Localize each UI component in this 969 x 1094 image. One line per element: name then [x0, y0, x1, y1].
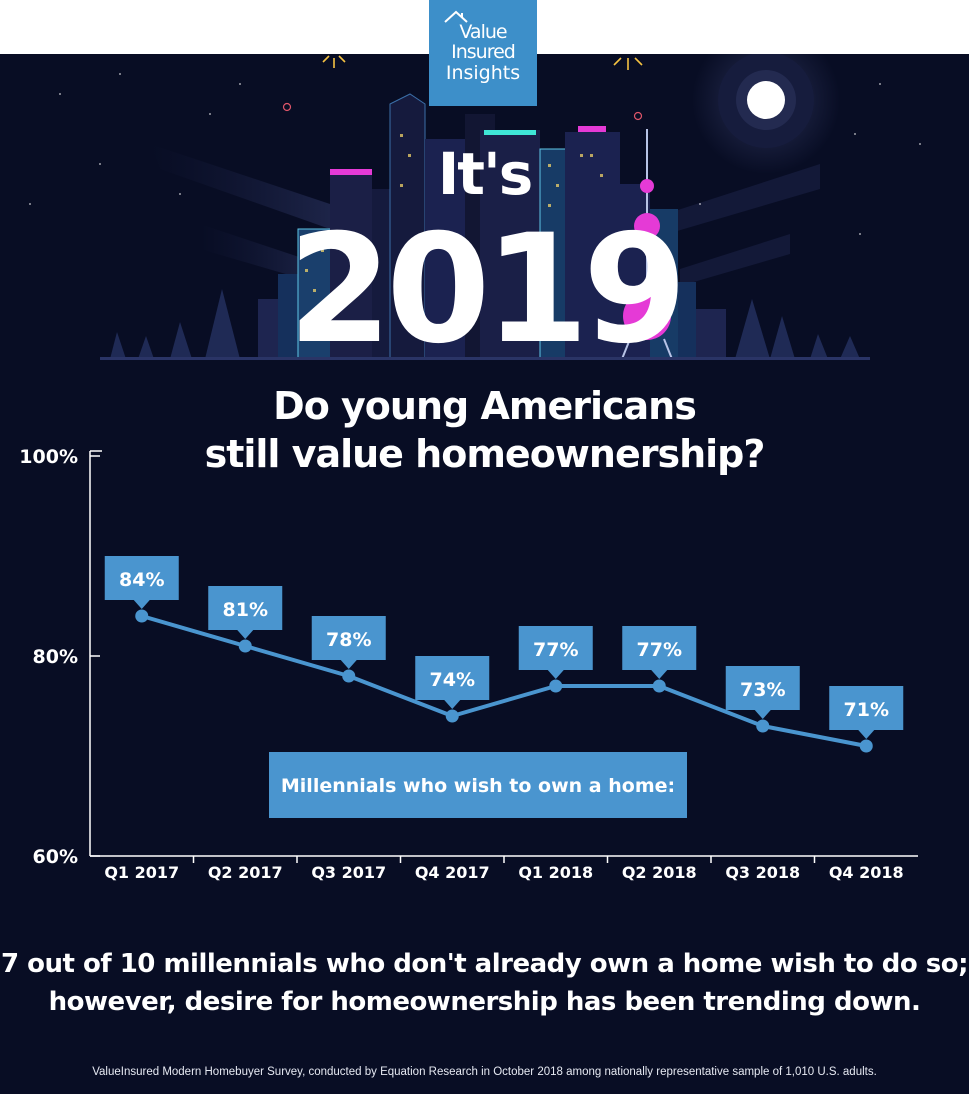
data-point	[859, 739, 873, 753]
data-label: 77%	[637, 639, 682, 661]
headline-line-1: Do young Americans	[273, 384, 697, 428]
data-label-bubble	[829, 686, 904, 739]
data-label-bubble	[104, 556, 179, 609]
summary-line-2: however, desire for homeownership has be…	[48, 987, 921, 1017]
data-label-bubble	[622, 626, 697, 679]
summary-line-1: 7 out of 10 millennials who don't alread…	[0, 949, 969, 979]
hero-pre-title: It's	[437, 140, 534, 208]
data-label-bubble	[208, 586, 283, 639]
sparkle-left-icon	[322, 55, 346, 68]
hero-year: 2019	[287, 203, 687, 377]
x-axis-ticks: Q1 2017 Q2 2017 Q3 2017 Q4 2017 Q1 2018 Q2 20…	[104, 856, 904, 882]
page-title: Do young Americans still value homeowner…	[0, 382, 969, 478]
summary-text: 7 out of 10 millennials who don't alread…	[0, 945, 969, 1021]
series-line	[141, 614, 867, 748]
data-point	[652, 679, 666, 693]
legend-box	[269, 752, 687, 818]
data-point	[445, 709, 459, 723]
series-line-path	[141, 614, 867, 748]
logo-line-2: Insured	[451, 41, 516, 63]
data-point	[342, 669, 356, 683]
data-label-bubble	[518, 626, 593, 679]
logo-line-3: Insights	[445, 62, 521, 84]
x-tick-label: Q2 2018	[622, 863, 697, 882]
data-points	[135, 609, 873, 753]
moon-icon	[747, 81, 785, 119]
y-tick-label: 100%	[19, 446, 78, 468]
city-skyline-illustration	[29, 54, 921, 360]
x-tick-label: Q4 2017	[415, 863, 490, 882]
tree-row-icon	[110, 289, 860, 359]
data-label: 81%	[223, 599, 268, 621]
data-label: 71%	[844, 699, 889, 721]
data-label: 78%	[326, 629, 371, 651]
x-tick-label: Q2 2017	[208, 863, 283, 882]
y-axis-ticks: 100% 80% 60%	[19, 446, 100, 868]
chart-legend: Millennials who wish to own a home:	[269, 752, 687, 818]
headline-line-2: still value homeownership?	[204, 432, 766, 476]
data-label-bubble	[311, 616, 386, 669]
data-point	[756, 719, 770, 733]
line-chart: 100%80%60% Q1 2017 Q2 2017 Q3 2017 Q4 2017 Q…	[19, 446, 918, 882]
tv-tower-icon	[621, 129, 673, 360]
sparkle-right-icon	[613, 57, 643, 70]
data-label: 73%	[740, 679, 785, 701]
legend-label: Millennials who wish to own a home:	[281, 775, 675, 797]
x-tick-label: Q4 2018	[829, 863, 904, 882]
x-tick-label: Q3 2018	[725, 863, 800, 882]
data-point	[135, 609, 149, 623]
x-tick-label: Q1 2018	[518, 863, 593, 882]
y-tick-label: 80%	[33, 646, 78, 668]
house-icon	[444, 10, 468, 23]
valueinsured-logo: Value Insured Insights	[429, 0, 537, 106]
data-labels: 84% 81% 78% 74% 77% 77% 73% 71%	[104, 556, 904, 739]
data-label-bubble	[415, 656, 490, 709]
x-tick-label: Q1 2017	[104, 863, 179, 882]
data-label-bubble	[725, 666, 800, 719]
source-footnote: ValueInsured Modern Homebuyer Survey, co…	[92, 1066, 877, 1078]
y-tick-label: 60%	[33, 846, 78, 868]
data-point	[238, 639, 252, 653]
data-point	[549, 679, 563, 693]
data-label: 77%	[533, 639, 578, 661]
data-label: 74%	[430, 669, 475, 691]
logo-line-1: Value	[459, 21, 507, 43]
data-label: 84%	[119, 569, 164, 591]
x-tick-label: Q3 2017	[311, 863, 386, 882]
